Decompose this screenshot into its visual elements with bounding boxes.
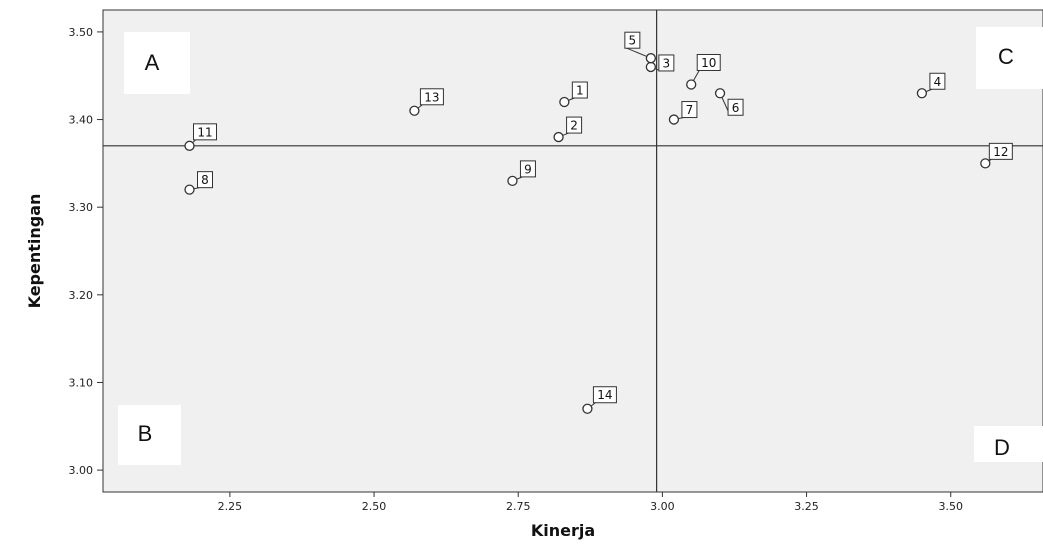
point-label: 13 xyxy=(424,90,439,104)
x-tick-label: 2.50 xyxy=(362,500,387,513)
data-point-1[interactable]: 1 xyxy=(559,81,588,108)
quadrant-box-b xyxy=(118,405,181,465)
point-marker[interactable] xyxy=(184,184,195,195)
data-point-5[interactable]: 5 xyxy=(624,31,657,64)
data-point-8[interactable]: 8 xyxy=(184,171,214,195)
point-label: 5 xyxy=(629,34,637,48)
data-point-7[interactable]: 7 xyxy=(668,101,698,125)
data-point-13[interactable]: 13 xyxy=(409,88,444,116)
point-label-box xyxy=(197,171,214,189)
data-point-6[interactable]: 6 xyxy=(714,88,744,116)
point-label-box xyxy=(681,101,698,119)
point-label-box xyxy=(571,81,588,99)
y-tick-label: 3.40 xyxy=(69,114,94,127)
data-point-12[interactable]: 12 xyxy=(980,142,1013,169)
data-point-9[interactable]: 9 xyxy=(507,160,536,187)
quadrant-label-a: A xyxy=(145,50,160,75)
point-label: 2 xyxy=(570,119,578,133)
point-marker[interactable] xyxy=(582,403,593,414)
point-marker[interactable] xyxy=(645,61,657,73)
quadrant-box-c xyxy=(976,27,1043,89)
point-label: 8 xyxy=(201,173,209,187)
data-point-10[interactable]: 10 xyxy=(686,53,721,90)
point-label-box xyxy=(988,142,1013,160)
point-marker[interactable] xyxy=(916,88,928,99)
data-point-11[interactable]: 11 xyxy=(184,123,218,151)
point-marker[interactable] xyxy=(553,131,564,143)
point-marker[interactable] xyxy=(507,175,518,187)
y-axis-title: Kepentingan xyxy=(25,194,44,309)
quadrant-box-a xyxy=(124,32,190,94)
x-tick-label: 3.25 xyxy=(794,500,819,513)
point-label: 3 xyxy=(663,56,671,70)
y-tick-label: 3.30 xyxy=(69,201,94,214)
point-label: 6 xyxy=(732,101,740,115)
point-label-box xyxy=(696,53,721,71)
point-label: 7 xyxy=(686,103,694,117)
point-marker[interactable] xyxy=(409,105,420,116)
x-axis-title: Kinerja xyxy=(531,521,595,540)
point-label-box xyxy=(658,54,675,72)
point-marker[interactable] xyxy=(686,79,697,90)
point-label: 14 xyxy=(597,388,612,402)
quadrant-label-c: C xyxy=(998,44,1014,69)
x-tick-label: 3.50 xyxy=(938,500,963,513)
y-tick-label: 3.10 xyxy=(69,376,94,389)
point-marker[interactable] xyxy=(668,114,680,125)
point-label-box xyxy=(929,72,946,90)
point-label-box xyxy=(727,98,744,116)
point-label-box xyxy=(419,88,444,106)
point-label: 1 xyxy=(576,84,584,98)
point-label-box xyxy=(624,31,641,49)
data-point-14[interactable]: 14 xyxy=(582,386,617,414)
x-tick-label: 2.75 xyxy=(506,500,531,513)
point-label-box xyxy=(566,116,583,134)
y-tick-label: 3.50 xyxy=(69,26,94,39)
y-tick-label: 3.00 xyxy=(69,464,94,477)
y-tick-label: 3.20 xyxy=(69,289,94,302)
data-point-2[interactable]: 2 xyxy=(553,116,583,143)
point-marker[interactable] xyxy=(184,140,195,151)
quadrant-label-d: D xyxy=(994,435,1010,460)
point-marker[interactable] xyxy=(559,96,570,108)
data-point-3[interactable]: 3 xyxy=(645,54,675,73)
point-label: 12 xyxy=(993,145,1008,159)
point-label-box xyxy=(519,160,536,178)
quadrant-label-b: B xyxy=(138,421,153,446)
x-tick-label: 2.25 xyxy=(218,500,243,513)
data-point-4[interactable]: 4 xyxy=(916,72,946,99)
point-label: 11 xyxy=(197,125,212,139)
point-marker[interactable] xyxy=(714,88,726,99)
point-marker[interactable] xyxy=(645,53,657,64)
point-label: 9 xyxy=(524,162,532,176)
quadrant-box-d xyxy=(974,426,1043,462)
point-marker[interactable] xyxy=(980,158,991,169)
point-label: 10 xyxy=(701,56,716,70)
point-label-box xyxy=(592,386,617,404)
point-label: 4 xyxy=(934,75,942,89)
x-tick-label: 3.00 xyxy=(650,500,675,513)
point-label-box xyxy=(193,123,218,141)
